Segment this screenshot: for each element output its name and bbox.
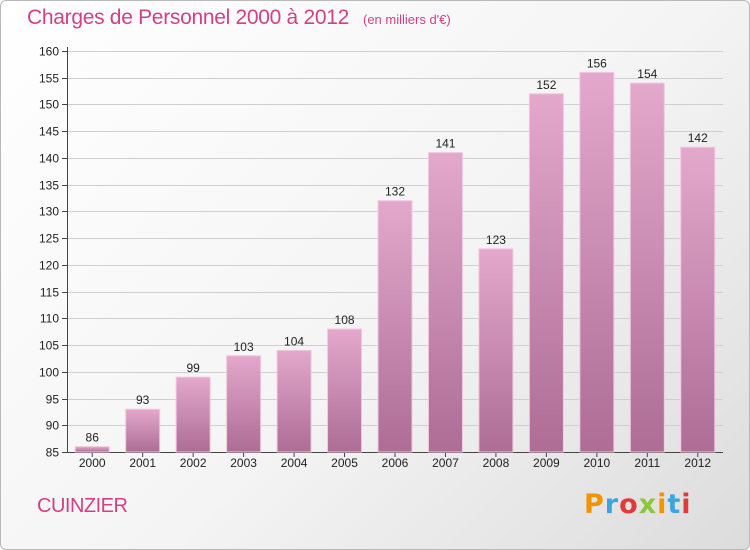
y-tick-label: 95 [46, 393, 60, 407]
y-tick-label: 105 [39, 339, 59, 353]
bar [276, 349, 312, 453]
logo-letter: x [638, 489, 658, 520]
y-tick-label: 100 [39, 366, 59, 380]
logo-letter: o [619, 489, 639, 520]
data-label: 156 [587, 56, 607, 70]
y-tick-label: 145 [39, 125, 59, 139]
y-tick-label: 125 [39, 232, 59, 246]
data-label: 142 [688, 131, 708, 145]
x-tick-label: 2011 [634, 456, 660, 470]
y-tick-label: 150 [39, 98, 59, 112]
x-tick-label: 2001 [129, 456, 156, 470]
y-tick-label: 140 [39, 152, 59, 166]
y-tick-label: 130 [39, 205, 59, 219]
y-tick-label: 160 [39, 45, 59, 59]
proxiti-logo: Proxiti [584, 489, 692, 520]
chart-subtitle: (en milliers d'€) [362, 12, 451, 27]
logo-letter: r [604, 489, 620, 520]
logo-letter: i [681, 489, 692, 520]
x-tick-label: 2002 [180, 456, 207, 470]
data-label: 123 [486, 233, 506, 247]
data-label: 93 [136, 393, 150, 407]
y-tick-label: 85 [46, 446, 60, 460]
logo-letter: t [667, 489, 682, 520]
x-tick-labels: 2000 2001 2002 2003 2004 2005 2006 2007 2008 2009… [79, 456, 712, 470]
x-tick-label: 2004 [281, 456, 308, 470]
data-label: 152 [536, 78, 556, 92]
data-label: 108 [335, 313, 355, 327]
x-tick-label: 2005 [331, 456, 358, 470]
y-tick-label: 135 [39, 179, 59, 193]
data-label: 99 [186, 361, 200, 375]
data-label: 103 [234, 340, 254, 354]
title-row: Charges de Personnel 2000 à 2012 (en mill… [27, 6, 451, 30]
x-tick-label: 2000 [79, 456, 106, 470]
chart-title: Charges de Personnel 2000 à 2012 [27, 6, 349, 29]
bar [680, 146, 716, 453]
bar [175, 376, 211, 453]
data-label: 132 [385, 185, 405, 199]
data-labels: 86 93 99 103 104 108 132 141 123 152 156 154 142 [86, 56, 709, 444]
bar [377, 200, 413, 453]
city-name: CUINZIER [37, 495, 128, 517]
y-tick-label: 115 [40, 286, 59, 300]
bar [427, 152, 463, 453]
bar [478, 248, 514, 453]
bar [528, 93, 564, 453]
y-tick-label: 110 [40, 312, 59, 326]
data-label: 104 [284, 334, 304, 348]
logo-letter: i [657, 489, 668, 520]
bar [226, 355, 262, 453]
data-label: 141 [435, 137, 455, 151]
x-tick-label: 2006 [382, 456, 409, 470]
x-tick-label: 2003 [230, 456, 257, 470]
y-tick-label: 155 [39, 72, 59, 86]
x-tick-label: 2010 [583, 456, 610, 470]
bars [74, 71, 716, 453]
x-tick-label: 2012 [684, 456, 711, 470]
y-tick-labels: 85 90 95 100 105 110 115 120 125 130 135 140 145 150 1… [39, 45, 59, 460]
bar [125, 408, 161, 453]
x-tick-label: 2008 [483, 456, 510, 470]
y-tick-label: 120 [39, 259, 59, 273]
y-tick-label: 90 [46, 419, 60, 433]
bar [74, 446, 110, 453]
bar [579, 71, 615, 453]
bar [629, 82, 665, 453]
logo-letter: P [584, 489, 605, 520]
x-tick-label: 2007 [432, 456, 459, 470]
data-label: 86 [86, 431, 100, 445]
x-tick-label: 2009 [533, 456, 560, 470]
data-label: 154 [637, 67, 657, 81]
bar [327, 328, 363, 453]
